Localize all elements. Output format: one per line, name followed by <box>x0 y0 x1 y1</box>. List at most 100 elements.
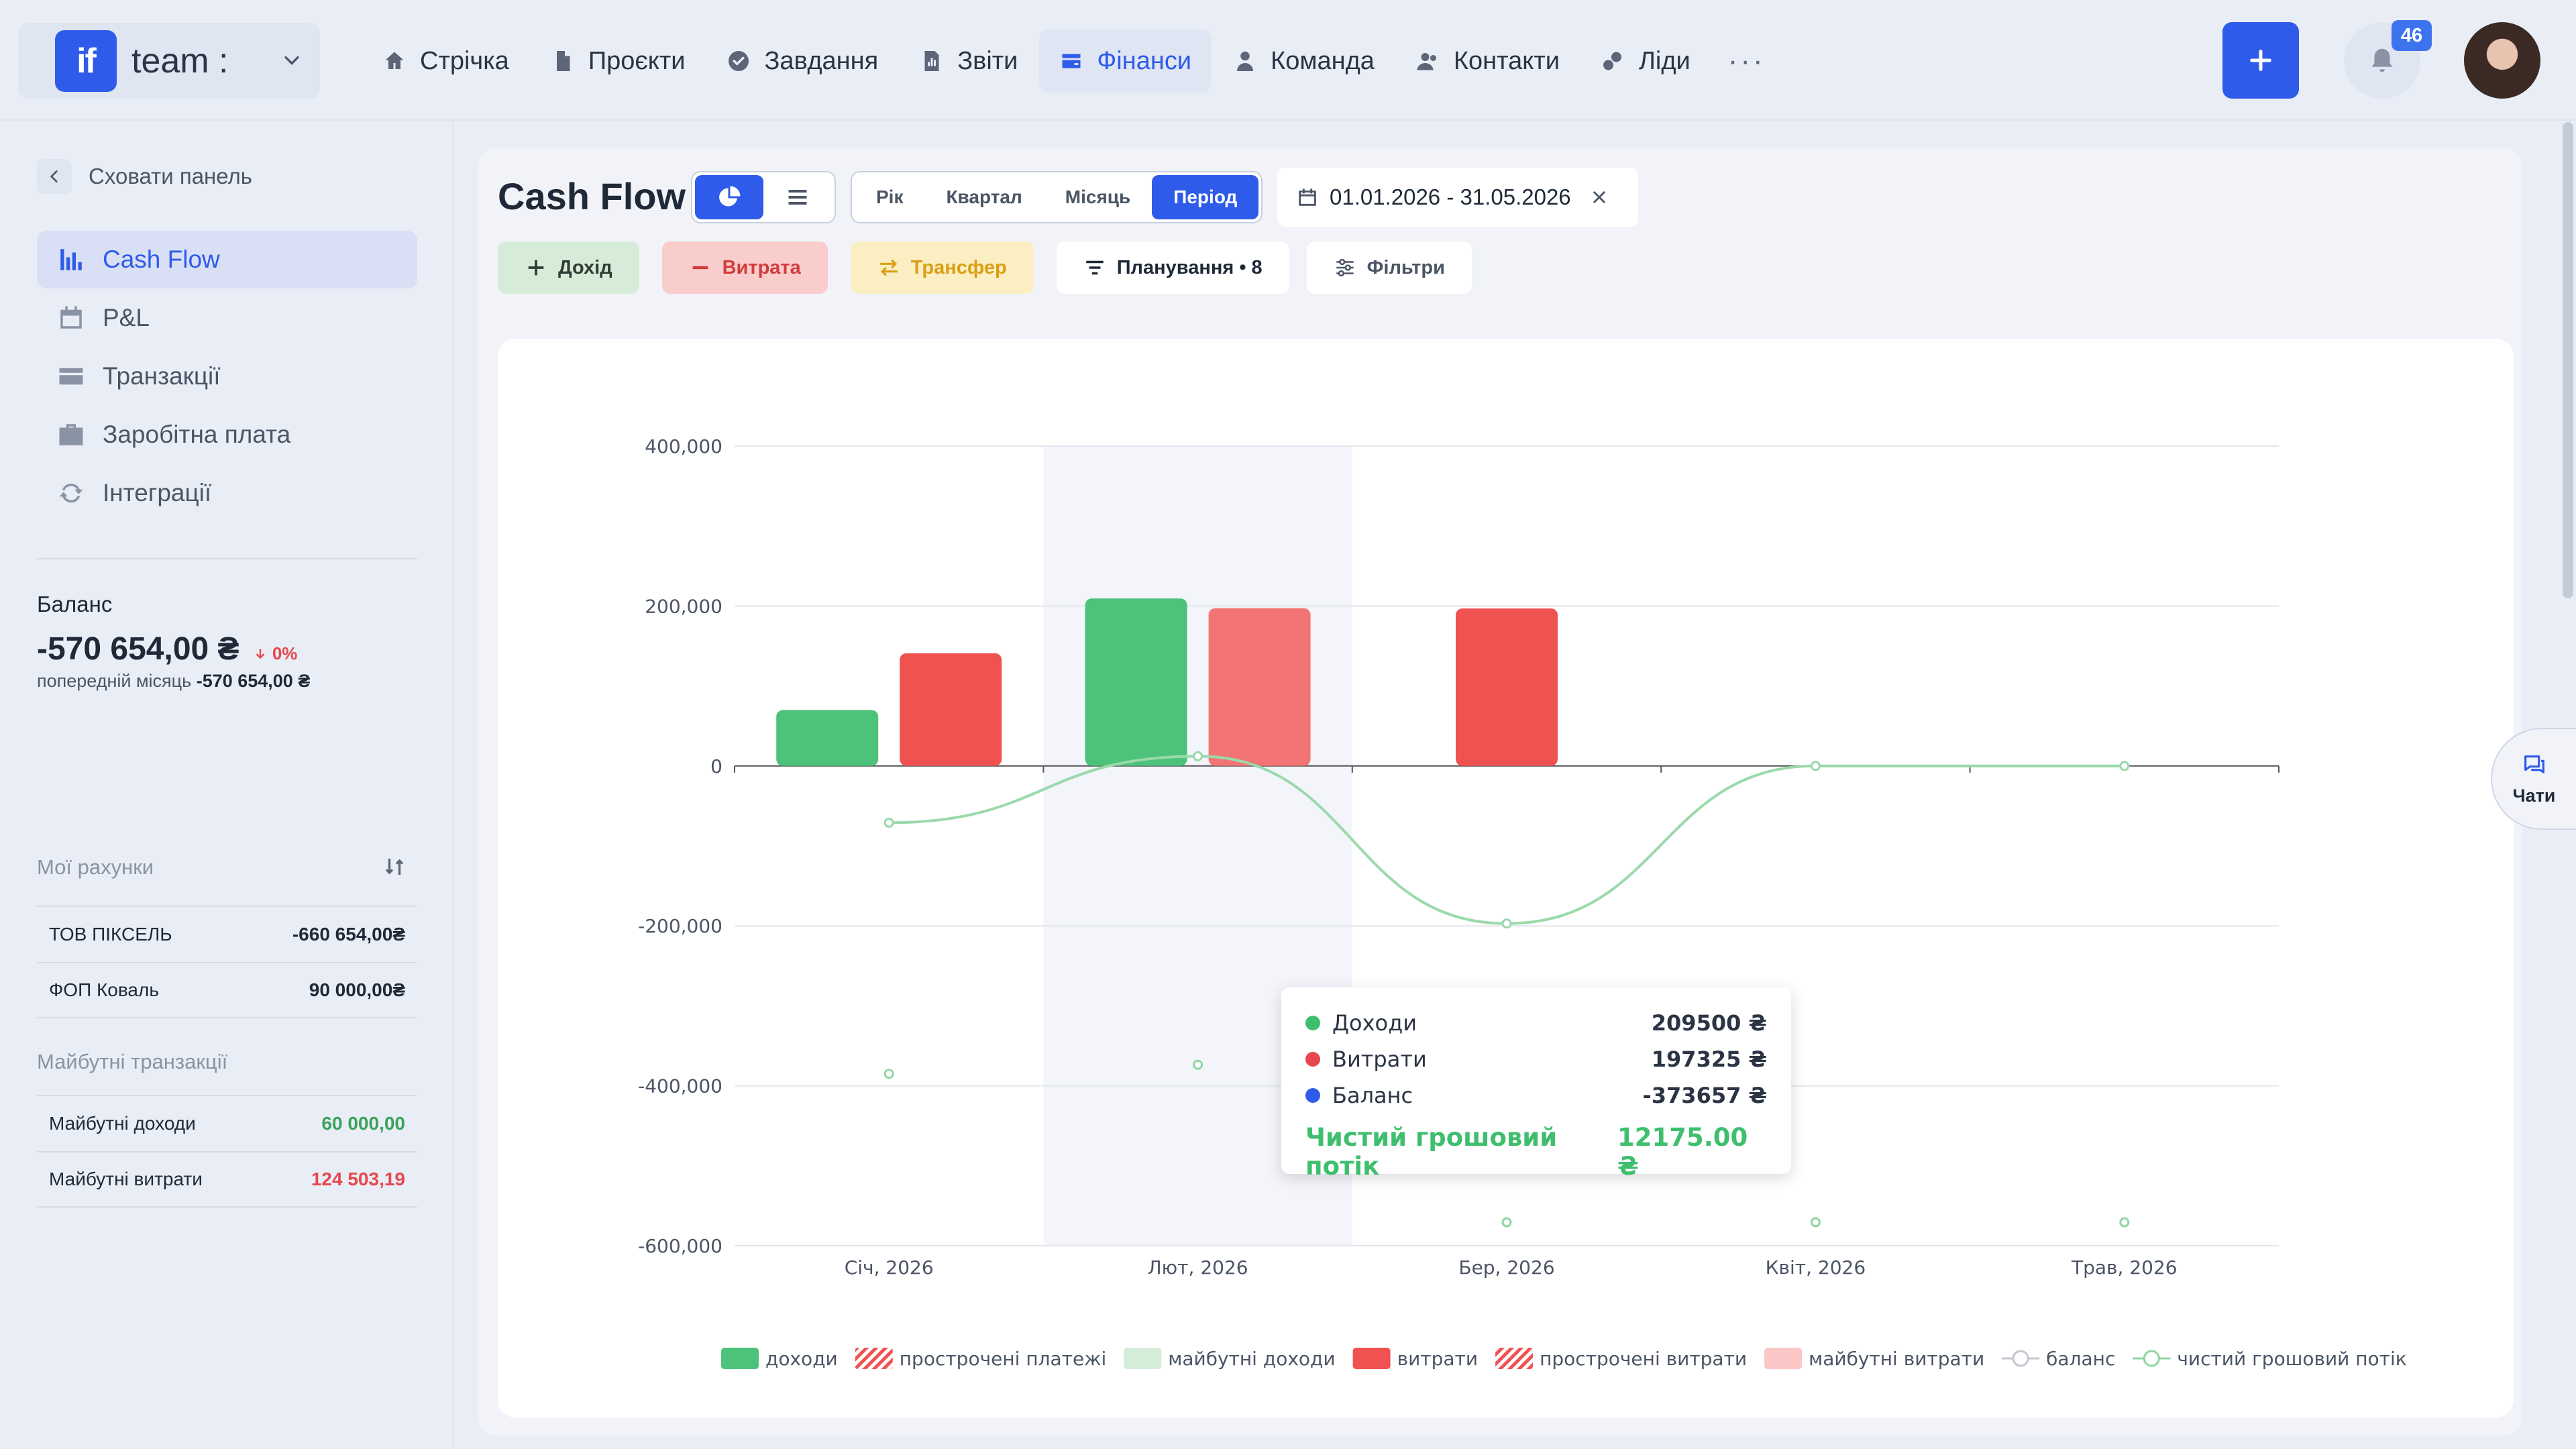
sidebar-item-integrations[interactable]: Інтеграції <box>37 464 417 522</box>
sidebar-item-payroll[interactable]: Заробітна плата <box>37 406 417 464</box>
add-expense-button[interactable]: Витрата <box>661 241 828 294</box>
balance-point <box>1193 1059 1203 1070</box>
y-tick-label: -200,000 <box>638 915 722 937</box>
chevron-left-icon <box>50 170 58 182</box>
future-row[interactable]: Майбутні доходи 60 000,00 <box>37 1095 417 1151</box>
chat-icon <box>2524 755 2544 773</box>
nav-item-label: Контакти <box>1453 46 1560 75</box>
legend-item[interactable]: доходи <box>721 1348 838 1370</box>
balance-previous-label: попередній місяць <box>37 671 192 691</box>
nav-item-reports[interactable]: Звіти <box>900 30 1038 93</box>
account-row[interactable]: ТОВ ПІКСЕЛЬ -660 654,00₴ <box>37 906 417 962</box>
legend-item[interactable]: прострочені витрати <box>1495 1348 1747 1370</box>
tooltip-label: Витрати <box>1332 1046 1427 1072</box>
legend-item[interactable]: прострочені платежі <box>855 1348 1106 1370</box>
add-transfer-button[interactable]: Трансфер <box>850 241 1034 294</box>
planning-button[interactable]: Планування • 8 <box>1056 241 1289 294</box>
legend-swatch <box>721 1348 759 1369</box>
legend-item[interactable]: витрати <box>1352 1348 1478 1370</box>
date-range-picker[interactable]: 01.01.2026 - 31.05.2026 <box>1277 168 1638 227</box>
report-icon <box>924 51 939 71</box>
legend-label: витрати <box>1397 1348 1478 1370</box>
sidebar-item-cash-flow[interactable]: Cash Flow <box>37 231 417 288</box>
nav-item-leads[interactable]: Ліди <box>1581 30 1711 93</box>
nav-item-label: Ліди <box>1638 46 1690 75</box>
pie-chart-icon <box>719 186 741 207</box>
tab-year[interactable]: Рік <box>876 186 904 207</box>
nav-item-label: Завдання <box>764 46 879 75</box>
nav-item-contacts[interactable]: Контакти <box>1396 30 1580 93</box>
team-switcher[interactable]: if team : <box>18 23 320 99</box>
legend-item[interactable]: майбутні доходи <box>1124 1348 1336 1370</box>
balance-point <box>1810 1217 1821 1228</box>
action-row: Дохід Витрата Трансфер Планування • 8 Фі… <box>498 241 1495 294</box>
hide-panel-button[interactable]: Сховати панель <box>37 159 252 194</box>
date-range-value: 01.01.2026 - 31.05.2026 <box>1330 184 1571 209</box>
tab-month[interactable]: Місяць <box>1065 186 1131 207</box>
nav-item-label: Проєкти <box>588 46 686 75</box>
sidebar-item-label: P&L <box>103 304 150 331</box>
nav-item-projects[interactable]: Проєкти <box>531 30 706 93</box>
sidebar-divider <box>37 558 417 559</box>
nav-item-feed[interactable]: Стрічка <box>362 30 529 93</box>
filters-button[interactable]: Фільтри <box>1306 241 1472 294</box>
legend-item[interactable]: баланс <box>2002 1348 2115 1370</box>
sidebar-item-label: Інтеграції <box>103 479 212 506</box>
nav-item-finance[interactable]: Фінанси <box>1039 30 1212 93</box>
arrow-down-icon <box>256 649 264 659</box>
nav-more-button[interactable]: ··· <box>1727 44 1766 77</box>
account-name: ФОП Коваль <box>49 979 159 1000</box>
legend-item[interactable]: майбутні витрати <box>1764 1348 1984 1370</box>
home-icon <box>385 52 404 69</box>
sidebar-item-pl[interactable]: P&L <box>37 289 417 347</box>
chart-view-button[interactable] <box>695 175 763 219</box>
legend-label: прострочені витрати <box>1540 1348 1747 1370</box>
balance-delta: 0% <box>253 643 297 664</box>
net-cash-flow-point <box>1810 761 1821 771</box>
legend-label: доходи <box>765 1348 838 1370</box>
period-tabs: Рік Квартал Місяць Період <box>851 171 1263 223</box>
sidebar-item-transactions[interactable]: Транзакції <box>37 347 417 405</box>
add-income-button[interactable]: Дохід <box>498 241 639 294</box>
sync-icon <box>59 483 83 503</box>
nav-item-team[interactable]: Команда <box>1213 30 1395 93</box>
user-avatar[interactable] <box>2464 22 2540 99</box>
tooltip-row-income: Доходи 209500 ₴ <box>1305 1005 1767 1041</box>
legend-swatch <box>1495 1348 1534 1369</box>
list-view-button[interactable] <box>763 175 832 219</box>
app-logo: if <box>55 30 117 92</box>
income-bar <box>776 710 879 766</box>
add-transfer-label: Трансфер <box>910 256 1007 278</box>
check-circle-icon <box>729 51 749 71</box>
chats-label: Чати <box>2512 785 2556 806</box>
page-scrollbar[interactable] <box>2563 122 2573 598</box>
clear-date-icon[interactable] <box>1590 188 1609 207</box>
account-row[interactable]: ФОП Коваль 90 000,00₴ <box>37 962 417 1018</box>
nav-item-label: Фінанси <box>1097 46 1192 75</box>
page-title: Cash Flow <box>498 175 686 217</box>
expense-dot-icon <box>1305 1052 1320 1067</box>
tooltip-label: Доходи <box>1332 1010 1417 1036</box>
document-icon <box>556 51 570 71</box>
y-tick-label: 200,000 <box>645 595 722 617</box>
tab-period[interactable]: Період <box>1152 175 1259 219</box>
net-cash-flow-point <box>1501 918 1512 929</box>
transfer-icon <box>880 259 898 276</box>
tooltip-net-value: 12175.00 ₴ <box>1617 1123 1748 1181</box>
add-button[interactable] <box>2222 22 2299 99</box>
finance-subnav: Cash Flow P&L Транзакції Заробітна плата… <box>37 231 417 523</box>
sidebar-item-label: Cash Flow <box>103 246 220 273</box>
future-row[interactable]: Майбутні витрати 124 503,19 <box>37 1151 417 1208</box>
nav-item-tasks[interactable]: Завдання <box>706 30 898 93</box>
nav-item-label: Стрічка <box>420 46 509 75</box>
y-tick-label: -600,000 <box>638 1235 722 1257</box>
sort-icon[interactable] <box>382 855 407 879</box>
x-tick-label: Січ, 2026 <box>845 1256 934 1279</box>
chats-button[interactable]: Чати <box>2491 728 2576 830</box>
balance-dot-icon <box>1305 1088 1320 1103</box>
legend-label: прострочені платежі <box>900 1348 1106 1370</box>
legend-label: чистий грошовий потік <box>2177 1348 2406 1370</box>
tab-quarter[interactable]: Квартал <box>946 186 1022 207</box>
bell-icon <box>2371 48 2393 72</box>
legend-item[interactable]: чистий грошовий потік <box>2133 1348 2407 1370</box>
